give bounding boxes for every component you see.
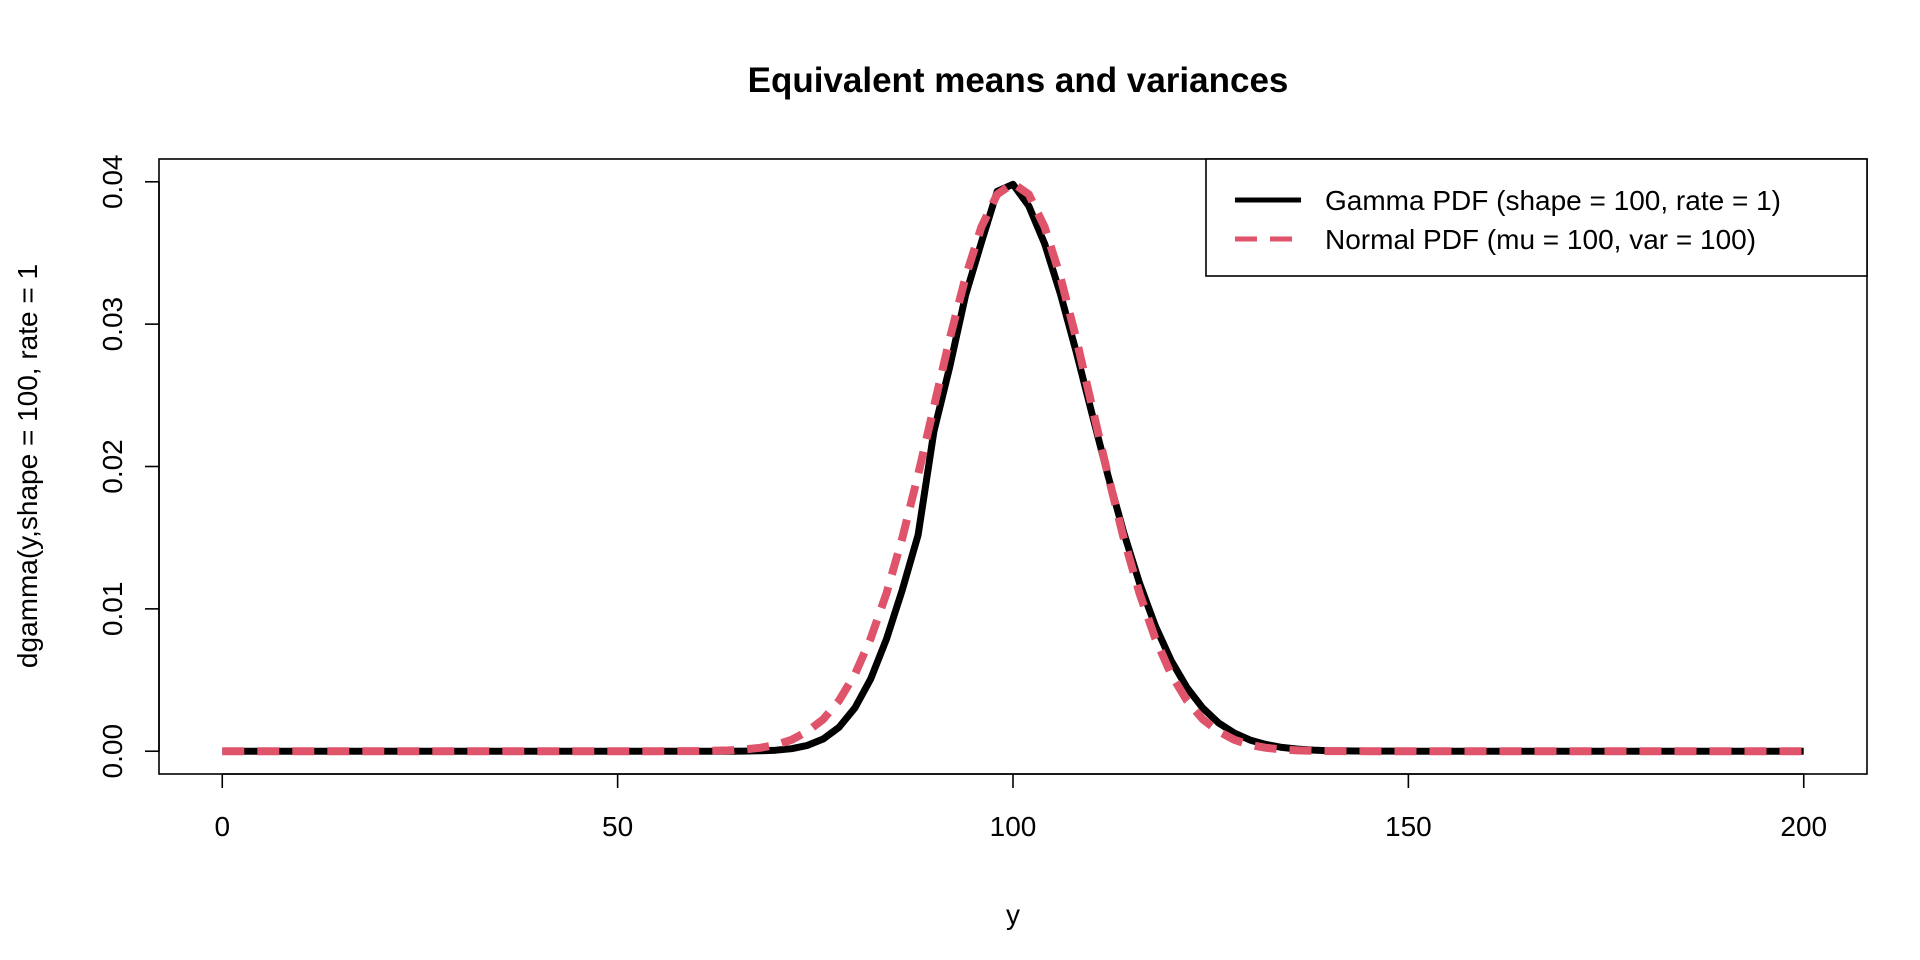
legend-box	[1205, 158, 1868, 277]
legend-label-gamma: Gamma PDF (shape = 100, rate = 1)	[1325, 185, 1781, 216]
x-tick-label: 50	[602, 811, 633, 842]
y-axis-label: dgamma(y,shape = 100, rate = 1	[12, 264, 43, 668]
y-tick-label: 0.02	[97, 439, 128, 494]
y-tick-label: 0.00	[97, 724, 128, 779]
x-tick-label: 150	[1385, 811, 1432, 842]
series-layer	[222, 179, 1804, 756]
x-axis: 0 50 100 150 200	[214, 773, 1827, 842]
series-line-1	[222, 179, 1804, 756]
y-tick-label: 0.01	[97, 582, 128, 637]
chart-title: Equivalent means and variances	[748, 61, 1289, 100]
x-tick-label: 200	[1780, 811, 1827, 842]
y-tick-label: 0.03	[97, 297, 128, 352]
y-tick-label: 0.04	[97, 155, 128, 210]
y-axis: 0.00 0.01 0.02 0.03 0.04	[97, 155, 160, 779]
x-tick-label: 0	[214, 811, 230, 842]
legend-label-normal: Normal PDF (mu = 100, var = 100)	[1325, 224, 1756, 255]
x-tick-label: 100	[990, 811, 1037, 842]
legend: Gamma PDF (shape = 100, rate = 1) Normal…	[1205, 158, 1868, 277]
x-axis-label: y	[1006, 899, 1020, 930]
